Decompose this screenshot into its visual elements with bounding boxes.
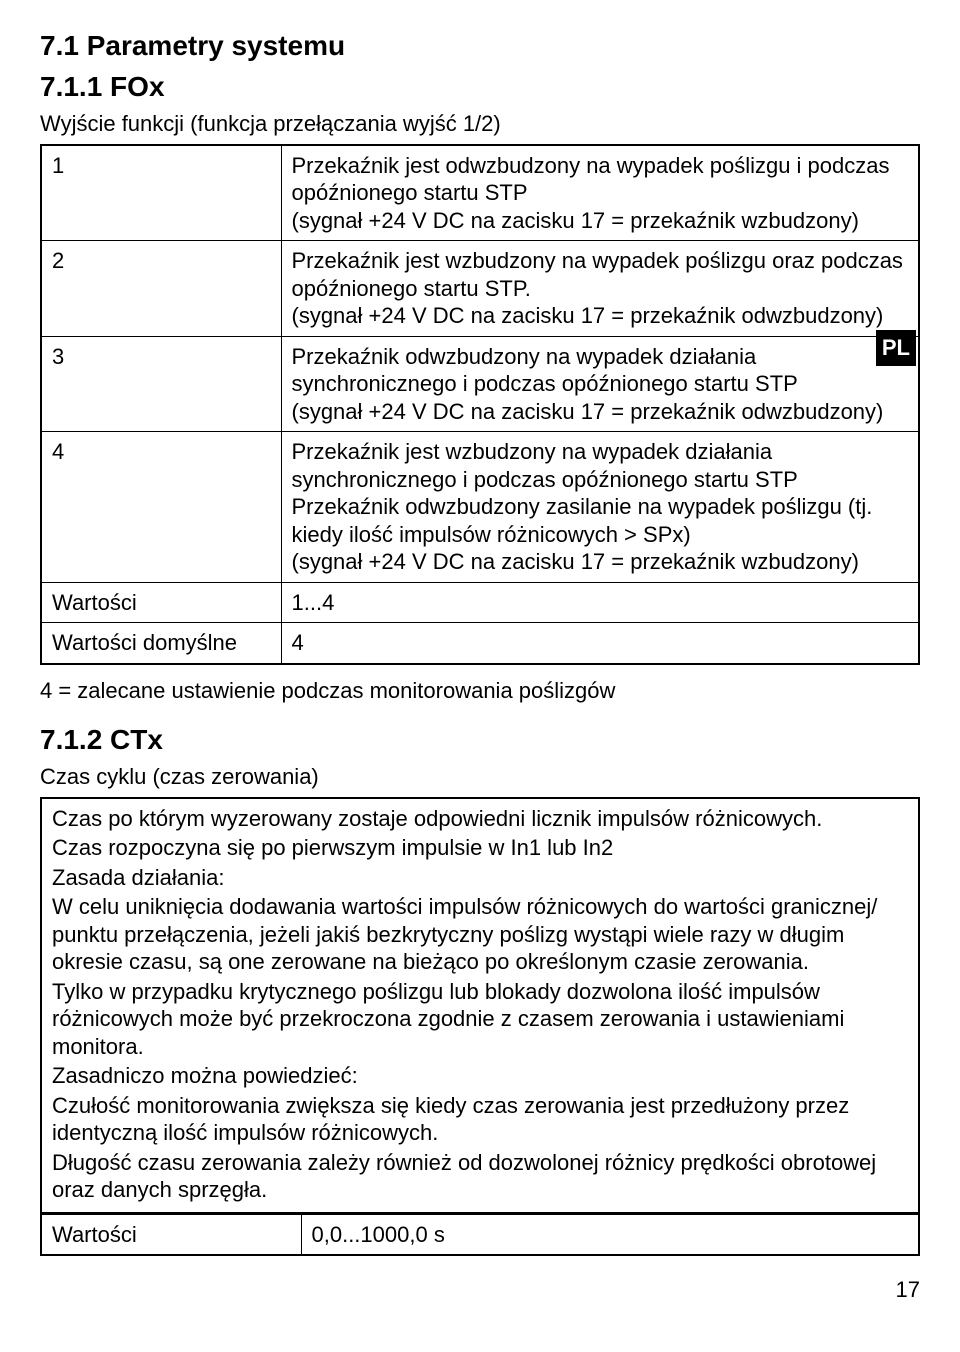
ctx-para: Czas rozpoczyna się po pierwszym impulsi…	[52, 834, 908, 862]
domyslne-value: 4	[281, 623, 919, 664]
table-row: Wartości 0,0...1000,0 s	[41, 1214, 919, 1255]
domyslne-label: Wartości domyślne	[41, 623, 281, 664]
row-text: Przekaźnik jest odwzbudzony na wypadek p…	[281, 145, 919, 241]
ctx-para: Czas po którym wyzerowany zostaje odpowi…	[52, 805, 908, 833]
ctx-para: Zasadniczo można powiedzieć:	[52, 1062, 908, 1090]
ctx-wartosci-table: Wartości 0,0...1000,0 s	[40, 1214, 920, 1257]
ctx-box: Czas po którym wyzerowany zostaje odpowi…	[40, 797, 920, 1214]
row-num: 2	[41, 241, 281, 337]
row-num: 3	[41, 336, 281, 432]
row-text: Przekaźnik jest wzbudzony na wypadek dzi…	[281, 432, 919, 583]
table-row: 1 Przekaźnik jest odwzbudzony na wypadek…	[41, 145, 919, 241]
ctx-para: Tylko w przypadku krytycznego poślizgu l…	[52, 978, 908, 1061]
table-row: 4 Przekaźnik jest wzbudzony na wypadek d…	[41, 432, 919, 583]
ctx-intro: Czas cyklu (czas zerowania)	[40, 763, 920, 791]
fox-table: 1 Przekaźnik jest odwzbudzony na wypadek…	[40, 144, 920, 665]
wartosci-label: Wartości	[41, 582, 281, 623]
heading-7-1-1: 7.1.1 FOx	[40, 69, 920, 104]
language-badge: PL	[876, 330, 916, 366]
ctx-para: Długość czasu zerowania zależy również o…	[52, 1149, 908, 1204]
ctx-para: Czułość monitorowania zwiększa się kiedy…	[52, 1092, 908, 1147]
wartosci-value: 1...4	[281, 582, 919, 623]
heading-7-1-2: 7.1.2 CTx	[40, 722, 920, 757]
row-text: Przekaźnik jest wzbudzony na wypadek poś…	[281, 241, 919, 337]
fox-note: 4 = zalecane ustawienie podczas monitoro…	[40, 677, 920, 705]
row-num: 4	[41, 432, 281, 583]
table-row: 3 Przekaźnik odwzbudzony na wypadek dzia…	[41, 336, 919, 432]
page-number: 17	[40, 1276, 920, 1304]
ctx-para: W celu uniknięcia dodawania wartości imp…	[52, 893, 908, 976]
ctx-wartosci-label: Wartości	[41, 1214, 301, 1255]
row-num: 1	[41, 145, 281, 241]
ctx-wartosci-value: 0,0...1000,0 s	[301, 1214, 919, 1255]
table-row: Wartości domyślne 4	[41, 623, 919, 664]
page: PL 7.1 Parametry systemu 7.1.1 FOx Wyjśc…	[40, 28, 920, 1304]
table-row: Wartości 1...4	[41, 582, 919, 623]
row-text: Przekaźnik odwzbudzony na wypadek działa…	[281, 336, 919, 432]
table-row: 2 Przekaźnik jest wzbudzony na wypadek p…	[41, 241, 919, 337]
ctx-para: Zasada działania:	[52, 864, 908, 892]
heading-7-1: 7.1 Parametry systemu	[40, 28, 920, 63]
fox-intro: Wyjście funkcji (funkcja przełączania wy…	[40, 110, 920, 138]
